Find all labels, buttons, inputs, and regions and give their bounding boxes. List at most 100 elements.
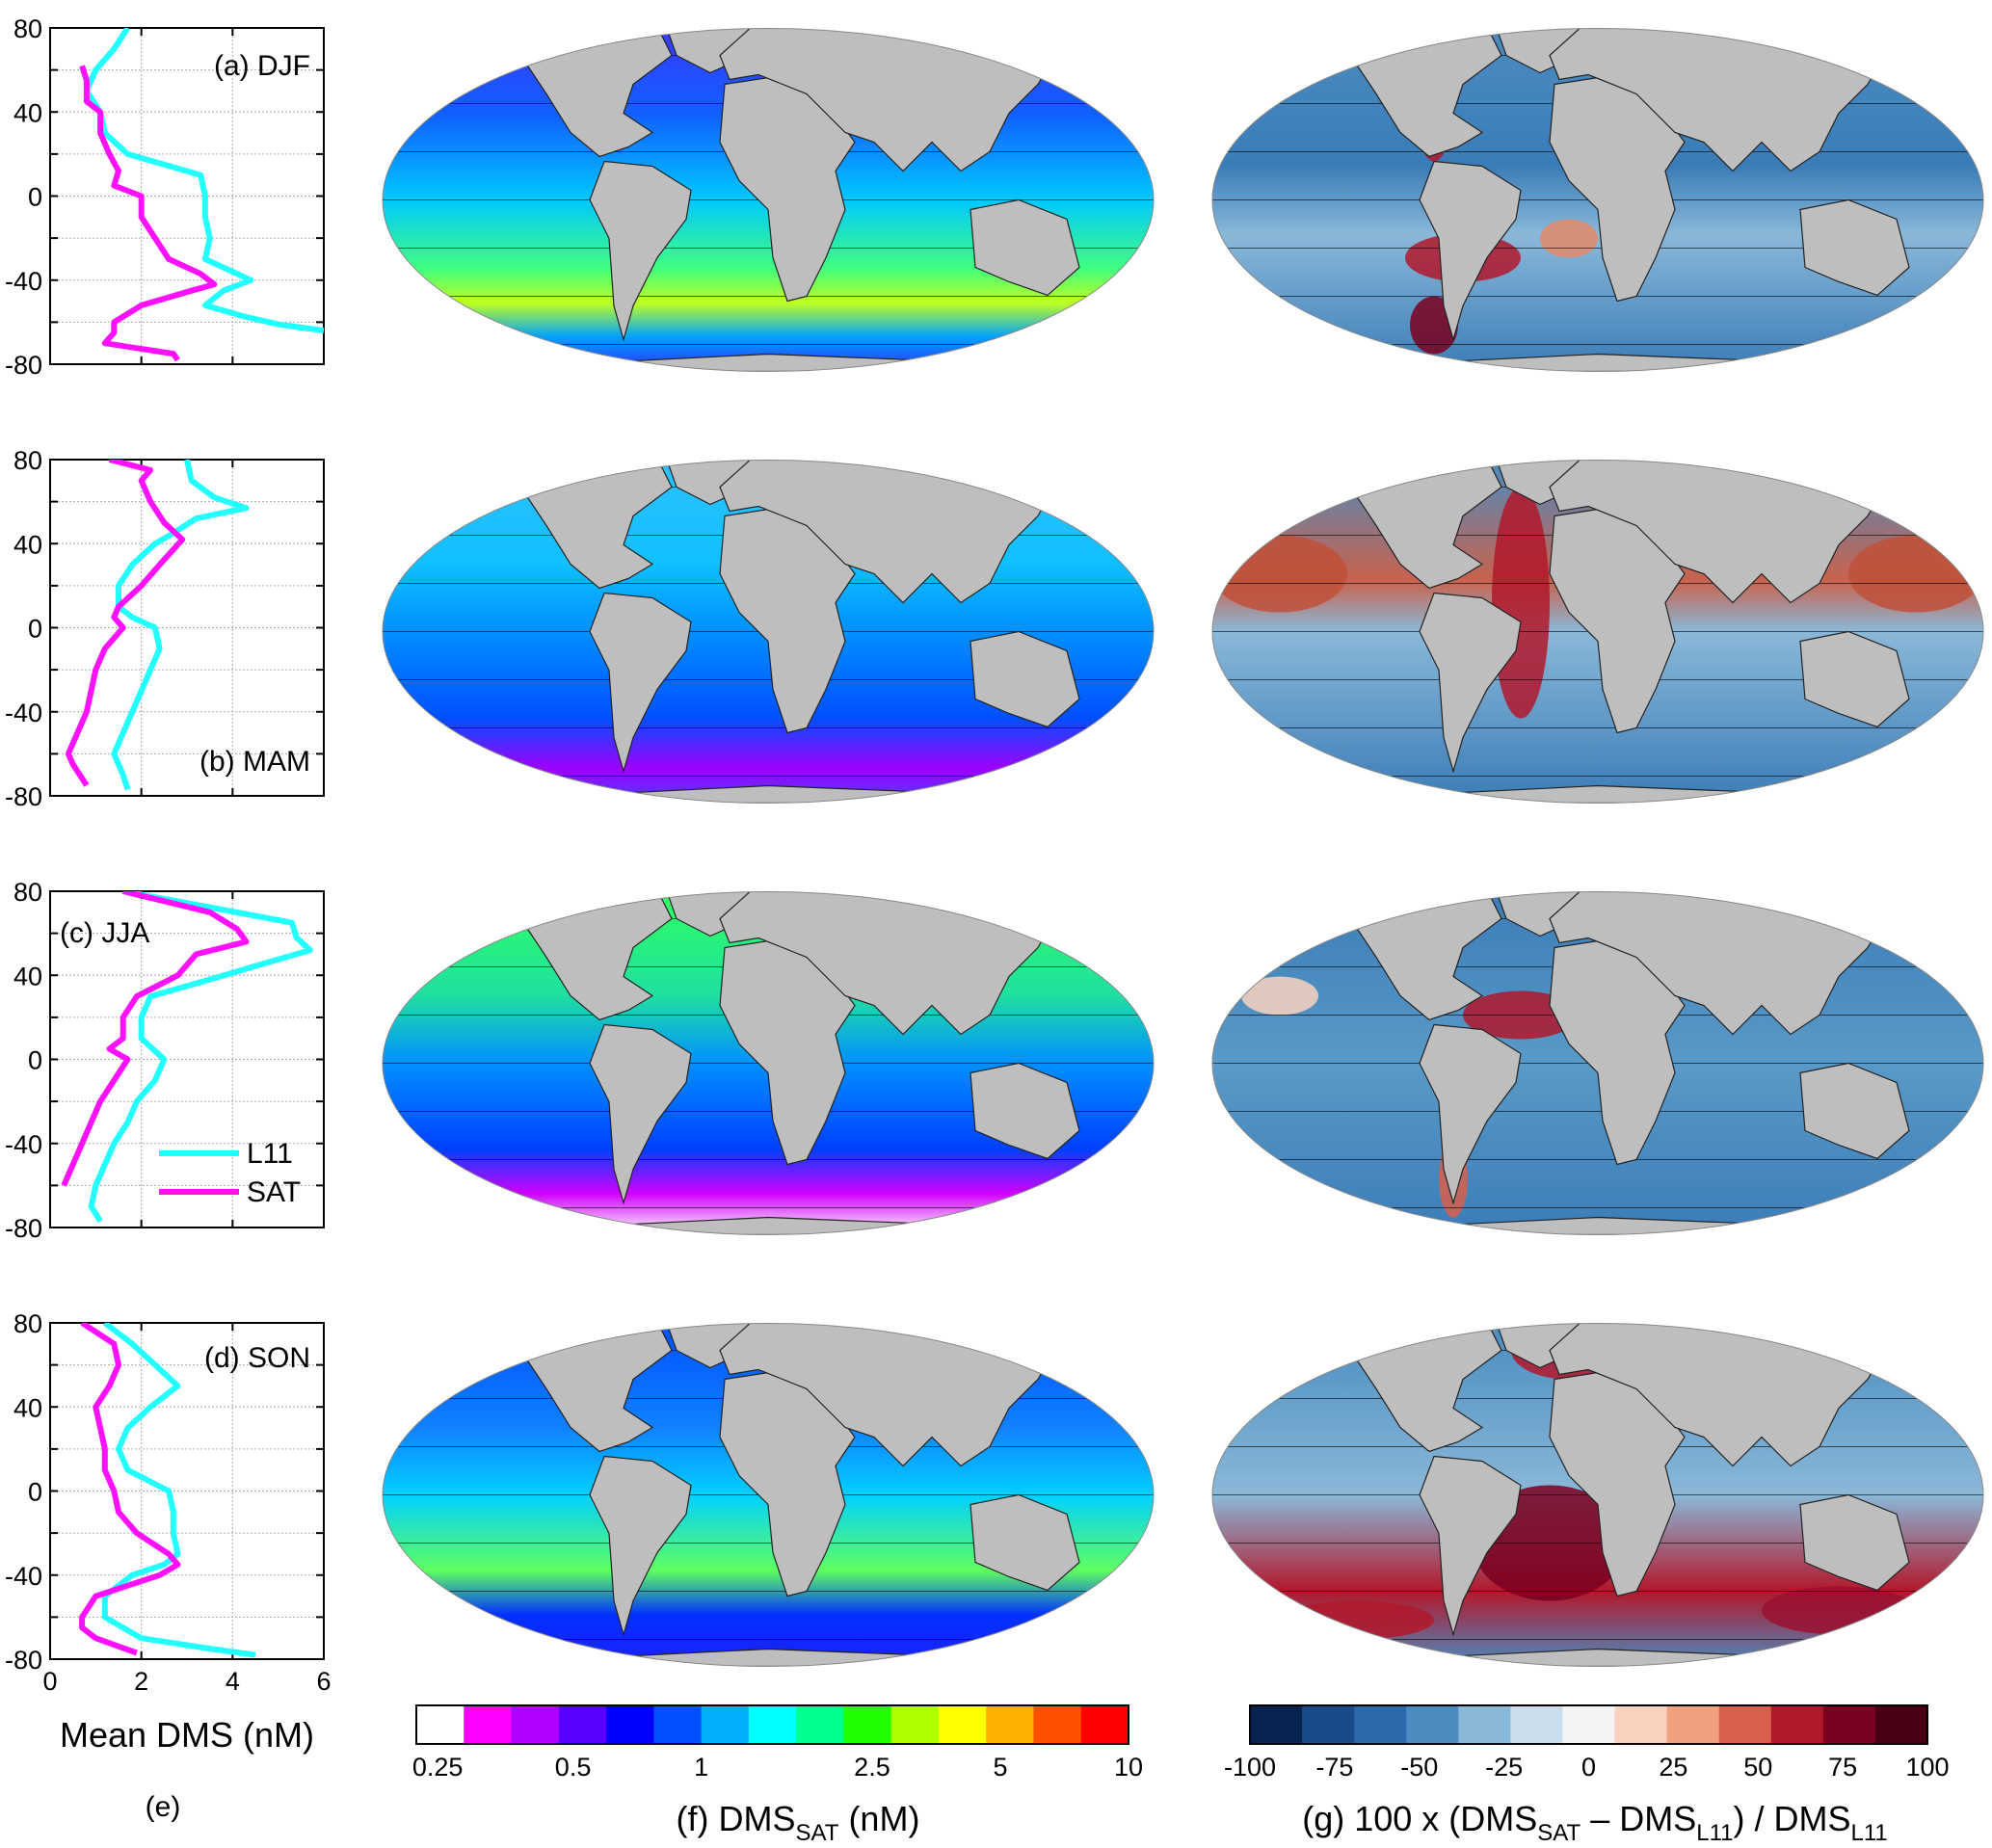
panel-label: (b) MAM	[199, 746, 310, 778]
series-line-sat	[61, 891, 250, 1187]
ytick-label: 40	[13, 1393, 42, 1422]
colorbar-swatch	[1033, 1705, 1082, 1744]
panel-label: (c) JJA	[60, 917, 149, 949]
panel-e-label: (e)	[146, 1791, 181, 1823]
ytick-label: -80	[5, 1646, 42, 1675]
series-line-l11	[111, 460, 250, 791]
colorbar-frame	[415, 1704, 1129, 1745]
colorbar-swatch	[1718, 1705, 1772, 1744]
ytick-label: -80	[5, 351, 42, 380]
colorbar-tick-label: 0	[1581, 1753, 1596, 1782]
ytick-label: 40	[13, 98, 42, 127]
ytick-label: 80	[13, 878, 42, 907]
ytick-label: -80	[5, 782, 42, 811]
panel-label: (a) DJF	[214, 50, 310, 82]
colorbar-tick-label: 0.25	[412, 1753, 464, 1782]
colorbar-swatch	[1302, 1705, 1355, 1744]
dms-diff-map-1	[1211, 460, 1984, 804]
anomaly-region	[1241, 976, 1318, 1016]
anomaly-region	[1848, 535, 1983, 613]
dms-diff-map-2	[1211, 891, 1984, 1235]
colorbar-frame	[1249, 1704, 1928, 1745]
ytick-label: 80	[13, 14, 42, 43]
colorbar-tick-label: 5	[993, 1753, 1007, 1782]
colorbar-tick-label: 0.5	[555, 1753, 592, 1782]
colorbar-swatch	[1510, 1705, 1563, 1744]
colorbar-swatch	[1080, 1705, 1129, 1744]
colorbar-swatch	[1822, 1705, 1876, 1744]
series-line-sat	[65, 460, 186, 787]
dms-sat-map-1	[382, 460, 1155, 804]
colorbar-swatch	[1458, 1705, 1511, 1744]
colorbar-swatch	[1354, 1705, 1407, 1744]
colorbar-swatch	[986, 1705, 1034, 1744]
colorbar-tick-label: 25	[1659, 1753, 1687, 1782]
dms-sat-map-3	[382, 1323, 1155, 1667]
colorbar-tick-label: 1	[694, 1753, 708, 1782]
map-outline	[382, 891, 1155, 1235]
anomaly-region	[1762, 1586, 1916, 1635]
map-outline	[382, 28, 1155, 372]
map-outline	[1211, 28, 1984, 372]
profile-panel-0: 80 40 0 -40 -80 (a) DJF	[5, 14, 325, 380]
map-panels	[382, 28, 1984, 1667]
series-line-sat	[79, 1323, 181, 1656]
xtick-label: 0	[42, 1667, 57, 1696]
colorbar-tick-label: -50	[1400, 1753, 1438, 1782]
ytick-label: -40	[5, 267, 42, 296]
profile-panel-1: 80 40 0 -40 -80 (b) MAM	[5, 446, 325, 811]
colorbar-percent-diff: -100 -75 -50 -25 0 25 50 75 100	[1224, 1704, 1950, 1782]
colorbar-swatch	[1614, 1705, 1668, 1744]
colorbar-tick-label: 50	[1743, 1753, 1772, 1782]
colorbar-swatch	[416, 1705, 465, 1744]
dms-sat-map-2	[382, 891, 1155, 1235]
colorbar-swatch	[1562, 1705, 1616, 1744]
anomaly-region	[1212, 535, 1347, 613]
colorbar-tick-label: 2.5	[854, 1753, 890, 1782]
xtick-label: 4	[226, 1667, 240, 1696]
colorbar-f-title: (f) DMSSAT (nM)	[677, 1799, 920, 1843]
map-outline	[382, 460, 1155, 804]
profile-xlabel: Mean DMS (nM)	[60, 1715, 314, 1755]
colorbar-tick-label: -25	[1485, 1753, 1523, 1782]
ytick-label: 40	[13, 530, 42, 559]
legend-label-l11: L11	[247, 1138, 293, 1170]
ytick-label: 80	[13, 1309, 42, 1338]
colorbar-swatch	[1250, 1705, 1303, 1744]
colorbar-swatch	[796, 1705, 844, 1744]
map-outline	[1211, 1323, 1984, 1667]
ytick-label: 0	[28, 1478, 42, 1507]
series-line-l11	[88, 891, 313, 1224]
colorbar-swatch	[1874, 1705, 1928, 1744]
colorbar-tick-label: -75	[1315, 1753, 1353, 1782]
colorbar-swatch	[653, 1705, 703, 1744]
ytick-label: 0	[28, 615, 42, 644]
ytick-label: 0	[28, 1046, 42, 1075]
colorbar-swatch	[843, 1705, 892, 1744]
anomaly-region	[1280, 1600, 1434, 1640]
colorbar-tick-label: -100	[1224, 1753, 1276, 1782]
colorbar-swatch	[558, 1705, 607, 1744]
anomaly-region	[1492, 487, 1550, 719]
colorbar-swatch	[890, 1705, 940, 1744]
ytick-label: 0	[28, 183, 42, 212]
series-line-l11	[101, 1323, 256, 1658]
xtick-label: 6	[316, 1667, 331, 1696]
colorbars: 0.25 0.5 1 2.5 5 10 -100 -75 -50 -25 0 25 50 75 100	[412, 1704, 1950, 1782]
dms-sat-map-0	[382, 28, 1155, 372]
map-outline	[1211, 891, 1984, 1235]
colorbar-swatch	[1666, 1705, 1720, 1744]
ytick-label: -40	[5, 1562, 42, 1591]
panel-label: (d) SON	[204, 1342, 310, 1374]
ytick-label: -80	[5, 1214, 42, 1243]
map-outline	[382, 1323, 1155, 1667]
colorbar-tick-label: 100	[1905, 1753, 1949, 1782]
colorbar-swatch	[464, 1705, 513, 1744]
series-line-sat	[79, 65, 218, 362]
profile-panel-2: 80 40 0 -40 -80 (c) JJA L11 SAT	[5, 878, 325, 1243]
colorbar-swatch	[701, 1705, 750, 1744]
ytick-label: 40	[13, 962, 42, 990]
ytick-label: 80	[13, 446, 42, 475]
